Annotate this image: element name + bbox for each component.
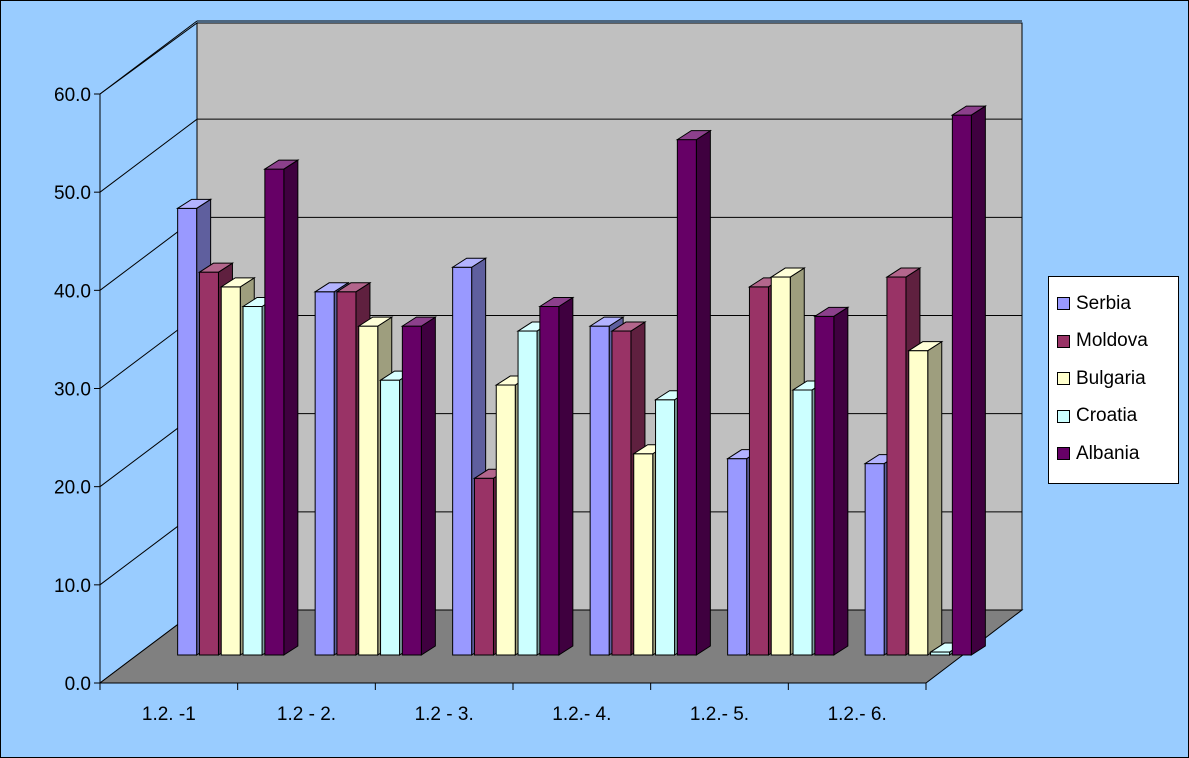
bar-front — [676, 139, 697, 656]
y-tick-label: 10.0 — [54, 576, 91, 597]
bar-front — [177, 207, 198, 656]
bar-front — [358, 325, 379, 656]
bar-front — [748, 286, 769, 656]
side-gridline — [99, 20, 198, 95]
bar-top — [885, 267, 922, 278]
bar-front — [473, 477, 494, 656]
y-tick-label: 60.0 — [54, 85, 91, 106]
bar-top — [219, 277, 256, 288]
bar-front — [264, 168, 285, 656]
bar-side — [420, 316, 436, 656]
bar — [813, 306, 850, 656]
bar-front — [380, 379, 401, 656]
bar-top — [335, 282, 372, 293]
legend-label: Albania — [1076, 442, 1140, 464]
bar-top — [357, 316, 394, 327]
bar-top — [907, 341, 944, 352]
bar-front — [814, 315, 835, 656]
bar-front — [908, 350, 929, 656]
bar-front — [864, 463, 885, 656]
legend: Serbia Moldova Bulgaria Croatia Albania — [1048, 276, 1179, 484]
bar-top — [950, 105, 988, 116]
bar-front — [589, 325, 610, 656]
legend-swatch — [1057, 447, 1070, 461]
bar-top — [313, 282, 350, 293]
legend-label: Bulgaria — [1076, 367, 1146, 389]
bar-top — [197, 262, 235, 273]
bar-front — [770, 276, 791, 656]
bar-front — [886, 276, 907, 656]
legend-swatch — [1057, 372, 1070, 386]
y-tick-label: 40.0 — [54, 281, 91, 302]
bar-front — [611, 330, 632, 656]
legend-swatch — [1057, 297, 1070, 311]
y-tick-label: 30.0 — [54, 380, 91, 401]
bar-top — [588, 316, 625, 327]
bar-front — [401, 325, 422, 656]
bar-front — [727, 458, 748, 656]
x-tick-label: 1.2 - 2. — [277, 704, 336, 725]
bar — [263, 159, 300, 656]
bar-front — [951, 114, 972, 656]
bar-top — [675, 130, 713, 141]
bar — [675, 129, 713, 656]
bar-front — [242, 306, 263, 656]
legend-item: Albania — [1057, 435, 1178, 473]
bar-front — [452, 266, 473, 656]
bar-front — [655, 399, 676, 656]
bar — [907, 340, 944, 656]
y-tick-label: 50.0 — [54, 183, 91, 204]
bar-front — [220, 286, 241, 656]
bar-top — [263, 159, 300, 170]
bar-top — [610, 321, 647, 332]
bar-front — [495, 384, 516, 656]
bar — [950, 105, 988, 656]
bar-front — [517, 330, 538, 656]
bar-front — [336, 291, 357, 656]
bar-top — [769, 267, 806, 278]
bar-top — [538, 297, 575, 308]
x-tick-label: 1.2. -1 — [142, 704, 196, 725]
bar-side — [833, 306, 849, 656]
x-tick-label: 1.2.- 5. — [690, 704, 749, 725]
x-tick-label: 1.2.- 4. — [552, 704, 611, 725]
bar-front — [539, 306, 560, 656]
legend-swatch — [1057, 409, 1070, 423]
bar-top — [175, 198, 213, 209]
bar-side — [927, 340, 943, 656]
bar-top — [450, 257, 488, 268]
legend-swatch — [1057, 334, 1070, 348]
y-tick-label: 20.0 — [54, 478, 91, 499]
bar-front — [198, 271, 219, 656]
y-tick-label: 0.0 — [65, 674, 91, 695]
legend-item: Bulgaria — [1057, 360, 1178, 398]
x-tick-label: 1.2.- 6. — [828, 704, 887, 725]
bar-front — [792, 389, 813, 656]
legend-item: Croatia — [1057, 398, 1178, 436]
side-gridline — [99, 118, 198, 193]
legend-label: Moldova — [1076, 330, 1148, 352]
bar-top — [813, 306, 850, 317]
bar-side — [970, 105, 986, 656]
bar-front — [633, 453, 654, 656]
legend-item: Moldova — [1057, 323, 1178, 361]
bar-side — [558, 296, 574, 656]
bar-side — [283, 159, 299, 656]
legend-label: Serbia — [1076, 292, 1131, 314]
bar-top — [400, 316, 438, 327]
bar — [538, 296, 575, 656]
legend-label: Croatia — [1076, 405, 1138, 427]
legend-item: Serbia — [1057, 285, 1178, 323]
x-tick-label: 1.2 - 3. — [415, 704, 474, 725]
bar-front — [314, 291, 335, 656]
bar-side — [695, 129, 711, 656]
bar — [400, 316, 438, 656]
